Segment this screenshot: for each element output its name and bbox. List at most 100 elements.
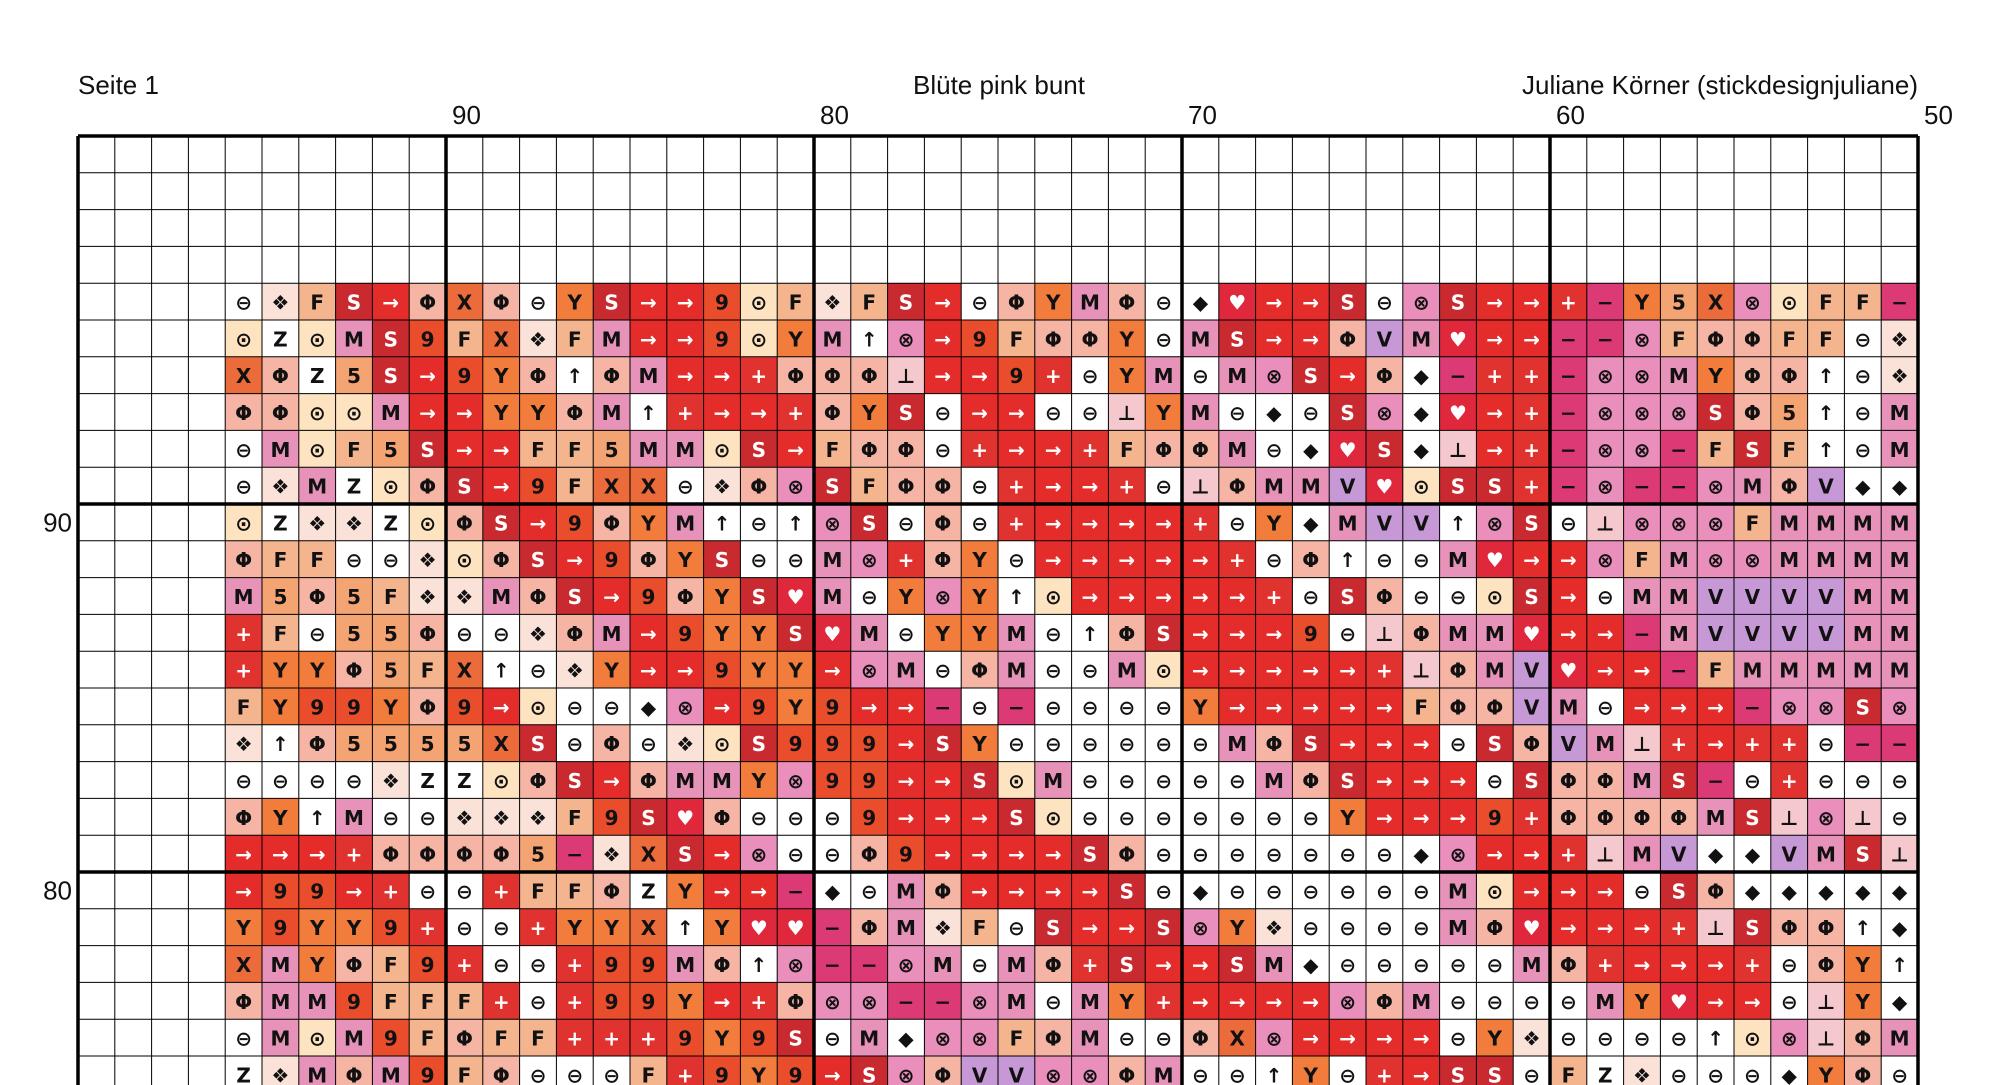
stitch-cell xyxy=(1255,356,1293,394)
stitch-cell xyxy=(262,283,299,320)
stitch-cell xyxy=(1034,1019,1072,1056)
stitch-cell xyxy=(1623,577,1661,615)
stitch-cell xyxy=(1770,283,1808,320)
stitch-cell xyxy=(1881,430,1918,468)
stitch-symbol: ⊙ xyxy=(493,769,510,793)
stitch-symbol: Φ xyxy=(235,806,252,830)
stitch-symbol: Φ xyxy=(603,732,620,756)
stitch-symbol: Φ xyxy=(1781,364,1798,388)
stitch-symbol: − xyxy=(1634,622,1651,646)
stitch-symbol: S xyxy=(641,806,655,830)
stitch-cell xyxy=(372,945,410,983)
stitch-cell xyxy=(1807,504,1845,541)
stitch-symbol: → xyxy=(714,364,731,388)
stitch-cell xyxy=(850,945,888,983)
stitch-symbol: → xyxy=(1670,953,1687,977)
stitch-symbol: → xyxy=(971,806,988,830)
stitch-symbol: ↑ xyxy=(677,916,694,940)
stitch-symbol: + xyxy=(1523,401,1540,425)
stitch-symbol: ⊖ xyxy=(1082,806,1099,830)
stitch-cell xyxy=(1513,430,1550,468)
stitch-symbol: Φ xyxy=(1155,438,1172,462)
stitch-cell xyxy=(814,467,851,504)
stitch-cell xyxy=(777,798,814,836)
stitch-cell xyxy=(814,283,851,320)
stitch-symbol: ❖ xyxy=(603,843,621,867)
stitch-cell xyxy=(1623,614,1661,652)
stitch-symbol: F xyxy=(310,548,324,572)
stitch-cell xyxy=(372,393,410,431)
stitch-symbol: ⊖ xyxy=(971,695,988,719)
stitch-cell xyxy=(1550,577,1587,615)
stitch-symbol: → xyxy=(1376,695,1393,719)
stitch-cell xyxy=(1807,430,1845,468)
stitch-cell xyxy=(409,945,446,983)
stitch-symbol: → xyxy=(1082,585,1099,609)
stitch-symbol: Φ xyxy=(603,511,620,535)
stitch-symbol: ⊖ xyxy=(1155,291,1172,315)
stitch-cell xyxy=(740,761,778,799)
stitch-cell xyxy=(1218,724,1256,762)
stitch-symbol: ⊖ xyxy=(1854,438,1871,462)
stitch-symbol: ↑ xyxy=(787,511,804,535)
stitch-cell xyxy=(556,1019,594,1056)
stitch-symbol: M xyxy=(1264,475,1284,499)
stitch-cell xyxy=(1034,283,1072,320)
stitch-cell xyxy=(482,540,520,578)
stitch-symbol: → xyxy=(1707,695,1724,719)
stitch-cell xyxy=(1513,393,1550,431)
stitch-cell xyxy=(1513,283,1550,320)
stitch-symbol: ⊙ xyxy=(382,475,399,499)
stitch-cell xyxy=(777,908,814,946)
stitch-symbol: F xyxy=(1819,291,1833,315)
stitch-symbol: 9 xyxy=(825,769,839,793)
stitch-symbol: ⊖ xyxy=(1486,953,1503,977)
stitch-cell xyxy=(1402,283,1440,320)
stitch-cell xyxy=(1844,982,1882,1020)
stitch-cell xyxy=(482,945,520,983)
stitch-symbol: → xyxy=(934,291,951,315)
stitch-symbol: ⊖ xyxy=(1376,879,1393,903)
stitch-symbol: ◆ xyxy=(825,879,841,903)
stitch-cell xyxy=(482,908,520,946)
stitch-cell xyxy=(298,688,336,725)
stitch-symbol: ⊖ xyxy=(456,879,473,903)
stitch-symbol: → xyxy=(1560,585,1577,609)
stitch-symbol: → xyxy=(714,401,731,425)
stitch-cell xyxy=(924,835,962,872)
stitch-symbol: M xyxy=(1853,659,1873,683)
stitch-cell xyxy=(703,320,741,357)
stitch-symbol: + xyxy=(1560,843,1577,867)
stitch-cell xyxy=(1182,908,1219,946)
stitch-symbol: F xyxy=(458,990,472,1014)
stitch-symbol: ⊗ xyxy=(1450,843,1467,867)
stitch-cell xyxy=(446,283,483,320)
stitch-cell xyxy=(262,614,299,652)
stitch-symbol: → xyxy=(1486,438,1503,462)
stitch-symbol: F xyxy=(568,806,582,830)
stitch-symbol: Φ xyxy=(419,695,436,719)
stitch-symbol: → xyxy=(750,401,767,425)
stitch-cell xyxy=(519,798,557,836)
stitch-symbol: ⊖ xyxy=(1118,1027,1135,1051)
stitch-cell xyxy=(262,540,299,578)
stitch-cell xyxy=(298,798,336,836)
stitch-cell xyxy=(1550,504,1587,541)
stitch-cell xyxy=(1660,467,1698,504)
stitch-cell xyxy=(1218,504,1256,541)
stitch-cell xyxy=(225,430,262,468)
stitch-symbol: F xyxy=(347,438,361,462)
stitch-symbol: ⊖ xyxy=(1339,843,1356,867)
stitch-cell xyxy=(1476,761,1514,799)
stitch-symbol: ↑ xyxy=(566,364,583,388)
stitch-cell xyxy=(814,835,851,872)
stitch-cell xyxy=(1329,1056,1366,1085)
stitch-cell xyxy=(814,393,851,431)
stitch-symbol: ⊗ xyxy=(861,990,878,1014)
stitch-cell xyxy=(1550,1019,1587,1056)
stitch-cell xyxy=(1292,908,1330,946)
stitch-symbol: 9 xyxy=(310,695,324,719)
stitch-symbol: M xyxy=(1595,732,1615,756)
stitch-cell xyxy=(703,430,741,468)
stitch-symbol: − xyxy=(566,843,583,867)
